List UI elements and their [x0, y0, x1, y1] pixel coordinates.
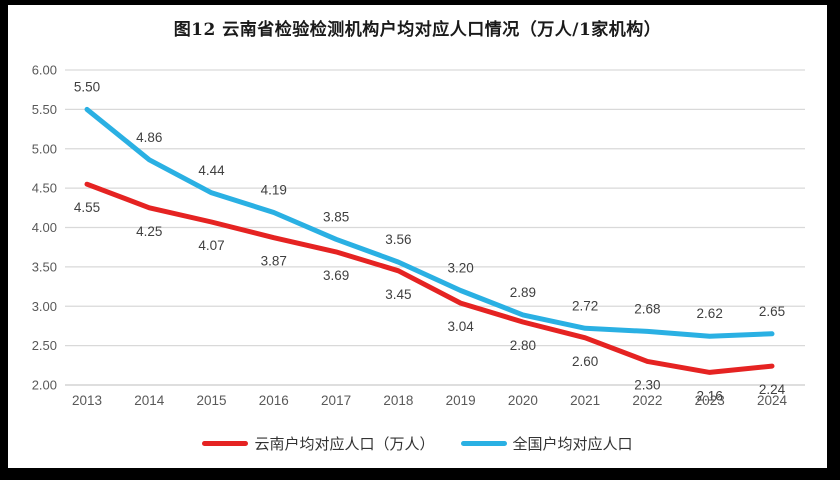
- svg-text:2014: 2014: [134, 393, 165, 408]
- svg-text:2.89: 2.89: [510, 285, 536, 300]
- svg-text:2023: 2023: [695, 393, 725, 408]
- svg-text:2.00: 2.00: [32, 378, 57, 393]
- line-chart: 6.00 5.50 5.00 4.50 4.00 3.50 3.00 2.50 2.00 2013…: [32, 63, 805, 408]
- svg-text:3.85: 3.85: [323, 209, 349, 224]
- svg-text:2020: 2020: [508, 393, 538, 408]
- chart-title: 图12 云南省检验检测机构户均对应人口情况（万人/1家机构）: [173, 20, 662, 40]
- svg-text:2.72: 2.72: [572, 298, 598, 313]
- svg-text:6.00: 6.00: [32, 63, 57, 78]
- chart-canvas: 图12 云南省检验检测机构户均对应人口情况（万人/1家机构） 6.00 5.50 5…: [8, 5, 827, 468]
- svg-text:2024: 2024: [757, 393, 788, 408]
- svg-text:2.50: 2.50: [32, 338, 57, 353]
- x-axis-labels: 2013 2014 2015 2016 2017 2018 2019 2020 2021 2022…: [72, 393, 787, 408]
- data-labels: 4.55 4.25 4.07 3.87 3.69 3.45 3.04 2.80 2.60 2.30…: [74, 79, 786, 403]
- svg-text:2013: 2013: [72, 393, 102, 408]
- chart-legend: 云南户均对应人口（万人） 全国户均对应人口: [8, 431, 827, 455]
- svg-text:5.50: 5.50: [32, 102, 57, 117]
- svg-text:2.24: 2.24: [759, 382, 786, 397]
- svg-text:4.07: 4.07: [198, 238, 224, 253]
- svg-text:4.25: 4.25: [136, 224, 162, 239]
- svg-text:4.44: 4.44: [198, 163, 225, 178]
- series-line-yunnan: [84, 181, 775, 375]
- svg-text:2019: 2019: [446, 393, 476, 408]
- svg-text:3.04: 3.04: [447, 319, 474, 334]
- series-line-national: [84, 106, 775, 339]
- legend-label-yunnan: 云南户均对应人口（万人）: [254, 435, 435, 453]
- svg-text:4.86: 4.86: [136, 130, 162, 145]
- svg-text:3.87: 3.87: [261, 254, 287, 269]
- national-line-swatch: [460, 440, 507, 446]
- svg-text:2018: 2018: [383, 393, 413, 408]
- yunnan-line-swatch: [202, 440, 249, 446]
- svg-text:4.55: 4.55: [74, 200, 100, 215]
- svg-text:3.56: 3.56: [385, 232, 411, 247]
- svg-text:2017: 2017: [321, 393, 351, 408]
- svg-text:3.45: 3.45: [385, 287, 411, 302]
- svg-text:3.00: 3.00: [32, 299, 57, 314]
- svg-text:5.50: 5.50: [74, 79, 100, 94]
- svg-text:2022: 2022: [632, 393, 662, 408]
- svg-text:2021: 2021: [570, 393, 600, 408]
- svg-text:2.65: 2.65: [759, 304, 785, 319]
- svg-text:2016: 2016: [259, 393, 289, 408]
- legend-label-national: 全国户均对应人口: [512, 435, 633, 453]
- gridlines: [65, 69, 805, 386]
- svg-text:4.19: 4.19: [261, 183, 287, 198]
- legend-item-yunnan: 云南户均对应人口（万人）: [202, 433, 435, 454]
- svg-text:2.30: 2.30: [634, 377, 660, 392]
- y-axis-labels: 6.00 5.50 5.00 4.50 4.00 3.50 3.00 2.50 2.00: [32, 63, 57, 393]
- svg-text:3.50: 3.50: [32, 259, 57, 274]
- legend-item-national: 全国户均对应人口: [460, 433, 633, 454]
- svg-text:4.50: 4.50: [32, 181, 57, 196]
- svg-text:3.20: 3.20: [447, 261, 473, 276]
- svg-text:2.68: 2.68: [634, 301, 660, 316]
- svg-text:3.69: 3.69: [323, 268, 349, 283]
- svg-text:2.80: 2.80: [510, 338, 536, 353]
- svg-text:5.00: 5.00: [32, 141, 57, 156]
- svg-text:2.16: 2.16: [697, 388, 723, 403]
- svg-text:2.62: 2.62: [697, 306, 723, 321]
- svg-text:2.60: 2.60: [572, 354, 598, 369]
- svg-text:2015: 2015: [197, 393, 227, 408]
- svg-text:4.00: 4.00: [32, 220, 57, 235]
